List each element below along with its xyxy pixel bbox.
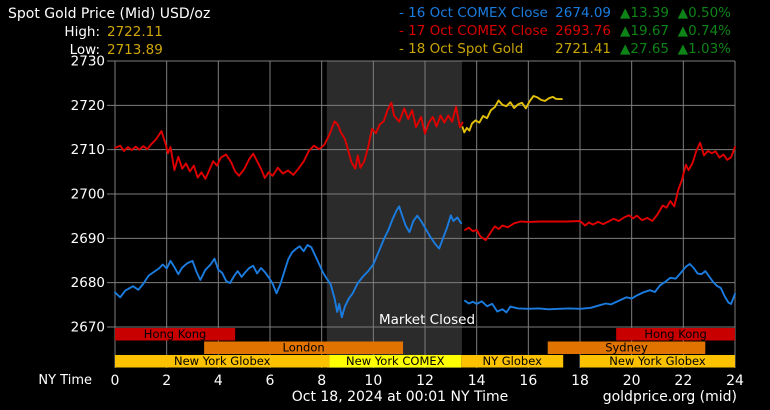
session-label-ny-globex: NY Globex: [482, 354, 542, 368]
y-tick-label: 2680: [71, 275, 105, 291]
x-tick-label: 20: [623, 373, 641, 389]
x-tick-label: 12: [416, 373, 434, 389]
legend-label: - 17 Oct COMEX Close: [399, 23, 548, 39]
session-label-sydney: Sydney: [605, 341, 648, 355]
legend-percent-up: ▲0.74%: [677, 23, 731, 39]
session-label-new-york-comex: New York COMEX: [346, 354, 445, 368]
x-tick-label: 0: [111, 373, 120, 389]
high-row: High: 2722.11: [8, 24, 163, 42]
legend-change-up: ▲27.65: [619, 41, 669, 57]
legend-item-16-oct-comex-close: - 16 Oct COMEX Close 2674.09 ▲13.39 ▲0.5…: [399, 5, 731, 23]
y-tick-label: 2730: [71, 54, 105, 70]
session-label-new-york-globex: New York Globex: [609, 354, 706, 368]
x-tick-label: 16: [519, 373, 537, 389]
x-tick-label: 22: [674, 373, 692, 389]
legend-value: 2721.41: [555, 41, 611, 57]
x-tick-label: 2: [162, 373, 171, 389]
session-label-london: London: [283, 341, 325, 355]
legend-change-up: ▲19.67: [619, 23, 669, 39]
legend-item-18-oct-spot-gold: - 18 Oct Spot Gold 2721.41 ▲27.65 ▲1.03%: [399, 41, 731, 59]
series-line-16-oct-comex-close: [464, 263, 736, 314]
watermark: goldprice.org (mid): [602, 389, 737, 405]
x-tick-label: 8: [317, 373, 326, 389]
x-tick-label: 10: [364, 373, 382, 389]
session-bar-sydney: [547, 341, 706, 354]
x-tick-label: 14: [468, 373, 486, 389]
low-value: 2713.89: [107, 42, 163, 58]
chart-timestamp: Oct 18, 2024 at 00:01 NY Time: [291, 389, 509, 405]
session-bar-ny-globex: [461, 355, 564, 368]
session-bar-hong-kong: [616, 328, 735, 341]
y-tick-label: 2670: [71, 320, 105, 336]
legend-percent-up: ▲0.50%: [677, 5, 731, 21]
legend: - 16 Oct COMEX Close 2674.09 ▲13.39 ▲0.5…: [399, 5, 731, 59]
low-label: Low:: [69, 42, 100, 58]
legend-label: - 16 Oct COMEX Close: [399, 5, 548, 21]
x-axis-label: NY Time: [38, 373, 92, 388]
legend-value: 2693.76: [555, 23, 611, 39]
legend-value: 2674.09: [555, 5, 611, 21]
x-tick-label: 18: [571, 373, 589, 389]
high-value: 2722.11: [107, 24, 163, 40]
session-bar-new-york-comex: [329, 355, 462, 368]
legend-label: - 18 Oct Spot Gold: [399, 41, 524, 57]
market-closed-label: Market Closed: [379, 312, 475, 328]
y-tick-label: 2700: [71, 187, 105, 203]
session-bar-new-york-globex: [115, 355, 330, 368]
x-tick-label: 24: [726, 373, 744, 389]
session-label-new-york-globex: New York Globex: [174, 354, 271, 368]
high-label: High:: [64, 24, 100, 40]
legend-item-17-oct-comex-close: - 17 Oct COMEX Close 2693.76 ▲19.67 ▲0.7…: [399, 23, 731, 41]
session-bar-hong-kong: [115, 328, 236, 341]
x-tick-label: 6: [266, 373, 275, 389]
series-line-17-oct-comex-close: [464, 141, 736, 242]
series-line-18-oct-spot-gold: [461, 95, 563, 134]
x-tick-label: 4: [214, 373, 223, 389]
legend-change-up: ▲13.39: [619, 5, 669, 21]
y-tick-label: 2720: [71, 98, 105, 114]
session-bar-new-york-globex: [580, 355, 735, 368]
y-tick-label: 2690: [71, 231, 105, 247]
session-label-hong-kong: Hong Kong: [644, 327, 707, 341]
session-label-hong-kong: Hong Kong: [144, 327, 207, 341]
series-line-16-oct-comex-close: [114, 205, 463, 319]
low-row: Low: 2713.89: [8, 42, 163, 60]
session-bar-london: [204, 341, 404, 354]
series-line-17-oct-comex-close: [114, 101, 464, 180]
page-title: Spot Gold Price (Mid) USD/oz: [8, 6, 211, 22]
legend-percent-up: ▲1.03%: [677, 41, 731, 57]
y-tick-label: 2710: [71, 142, 105, 158]
